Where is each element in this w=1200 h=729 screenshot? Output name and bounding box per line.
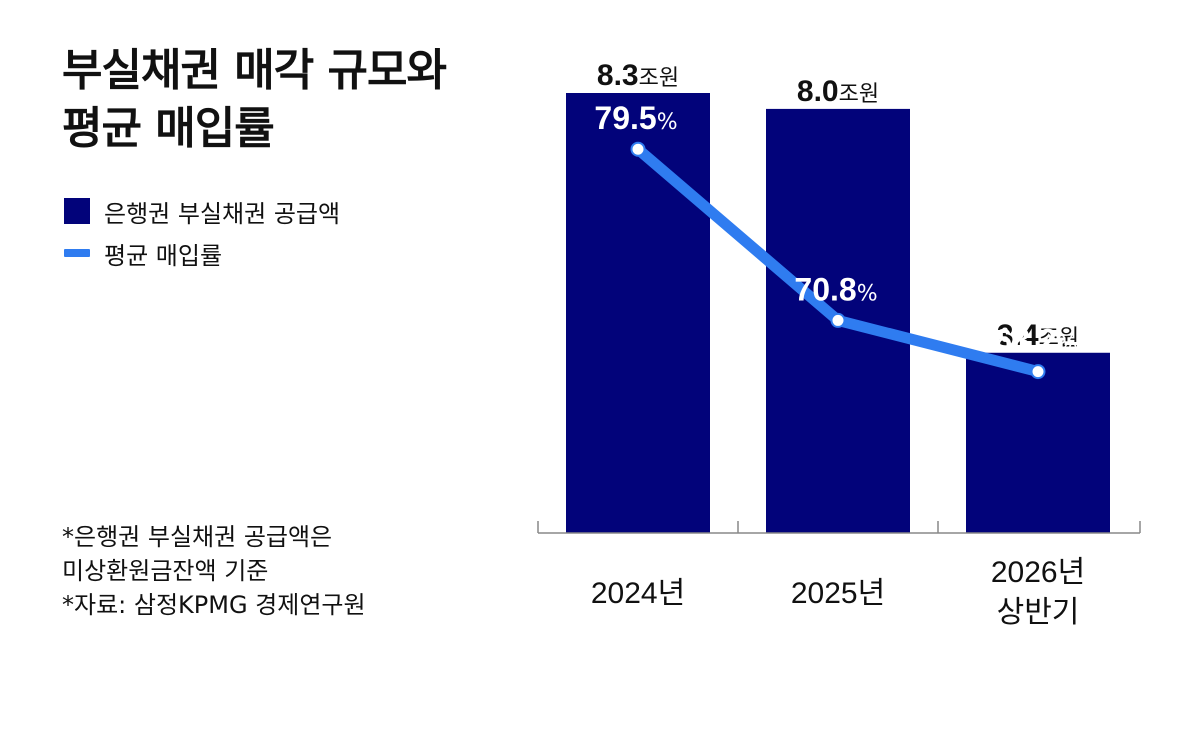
chart-title: 부실채권 매각 규모와 평균 매입률 [62,42,532,158]
footnotes: *은행권 부실채권 공급액은 미상환원금잔액 기준 *자료: 삼정KPMG 경제… [62,520,366,622]
legend-item-line: 평균 매입률 [64,232,340,274]
bar-3 [966,352,1110,533]
category-label-2: 2025년 [791,577,885,610]
line-value-label-2: 70.8% [794,271,877,307]
legend-swatch-bar [64,198,90,224]
title-line-1: 부실채권 매각 규모와 [62,45,447,96]
legend-label-line: 평균 매입률 [104,241,223,270]
legend-item-bar: 은행권 부실채권 공급액 [64,190,340,232]
line-point-2 [830,312,846,328]
footnote-source: *자료: 삼정KPMG 경제연구원 [62,591,366,619]
bar-value-label-3: 3.4조원 [997,319,1079,352]
line-point-3 [1030,364,1046,380]
category-label-3-line-1: 2026년 [991,556,1085,589]
legend: 은행권 부실채권 공급액 평균 매입률 [64,190,340,274]
bar-value-label-2: 8.0조원 [797,75,879,108]
line-value-label-1: 79.5% [594,100,677,136]
bar-value-label-1: 8.3조원 [597,59,679,92]
footnote-2: 미상환원금잔액 기준 [62,557,269,585]
bar-1 [566,93,710,533]
line-point-1 [630,141,646,157]
footnote-1: *은행권 부실채권 공급액은 [62,523,333,551]
line-value-label-3: 68.2% [994,323,1077,359]
title-line-2: 평균 매입률 [62,103,275,154]
legend-swatch-line [64,249,90,257]
category-label-3-line-2: 상반기 [997,596,1080,629]
category-label-1: 2024년 [591,577,685,610]
legend-label-bar: 은행권 부실채권 공급액 [104,199,341,228]
